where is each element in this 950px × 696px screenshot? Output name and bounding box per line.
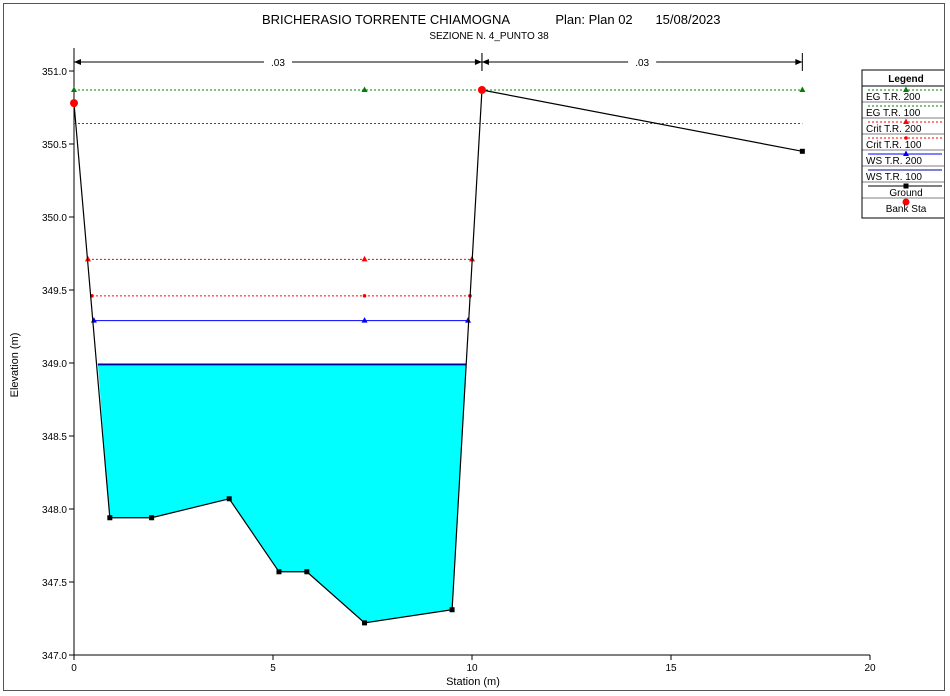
ground-point: [107, 515, 113, 521]
ground-point: [799, 148, 805, 154]
ground-point: [276, 569, 282, 575]
series-marker: [71, 86, 77, 92]
x-tick-label: 5: [270, 663, 276, 674]
series-marker: [361, 255, 368, 262]
y-tick-label: 348.5: [42, 432, 67, 443]
series-marker: [362, 294, 367, 298]
legend-swatch-marker: [903, 183, 909, 189]
legend-swatch-marker: [903, 86, 909, 92]
chart-subtitle: SEZIONE N. 4_PUNTO 38: [429, 31, 549, 42]
x-axis-label: Station (m): [446, 676, 500, 688]
series-marker: [465, 317, 472, 323]
legend-label: Crit T.R. 200: [866, 124, 922, 135]
x-tick-label: 15: [665, 663, 677, 674]
legend-label: EG T.R. 200: [866, 92, 921, 103]
legend-swatch-marker: [903, 150, 909, 156]
legend: Legend EG T.R. 200 EG T.R. 100 Crit T.R. 20…: [861, 69, 944, 219]
ground-point: [362, 620, 368, 626]
legend-label: Bank Sta: [886, 204, 927, 215]
y-tick-label: 347.0: [42, 651, 67, 662]
manning-arrow: [474, 59, 482, 65]
x-tick-label: 0: [71, 663, 77, 674]
y-tick-label: 348.0: [42, 505, 67, 516]
legend-label: WS T.R. 100: [866, 172, 922, 183]
y-tick-label: 349.0: [42, 359, 67, 370]
y-axis-label: Elevation (m): [9, 333, 21, 398]
y-tick-label: 350.0: [42, 213, 67, 224]
series-marker: [90, 317, 97, 323]
chart-plan: Plan: Plan 02: [555, 12, 632, 27]
bank-station-point: [70, 99, 78, 108]
y-tick-label: 347.5: [42, 578, 67, 589]
series-marker: [361, 86, 368, 92]
legend-title: Legend: [888, 74, 924, 85]
legend-box: [861, 69, 944, 219]
chart-date: 15/08/2023: [655, 12, 720, 27]
ground-point: [449, 607, 455, 613]
ground-point: [149, 515, 155, 521]
x-tick-label: 10: [466, 663, 478, 674]
x-tick-label: 20: [864, 663, 876, 674]
series-marker: [361, 317, 368, 323]
legend-label: Crit T.R. 100: [866, 140, 922, 151]
ground-point: [304, 569, 310, 575]
series-marker: [799, 86, 806, 92]
plot-area: 0 5 10 15 20 347.0 347.5 348.0 348.5 349.0 349.5 35…: [42, 48, 876, 674]
water-fill: [97, 364, 467, 623]
cross-section-chart: BRICHERASIO TORRENTE CHIAMOGNA Plan: Pla…: [9, 12, 944, 688]
manning-label: .03: [271, 58, 285, 69]
legend-label: Ground: [889, 188, 922, 199]
manning-arrow: [74, 59, 81, 65]
legend-swatch-marker: [903, 118, 909, 124]
legend-label: EG T.R. 100: [866, 108, 921, 119]
chart-frame: BRICHERASIO TORRENTE CHIAMOGNA Plan: Pla…: [3, 3, 945, 691]
y-tick-label: 350.5: [42, 140, 67, 151]
y-tick-label: 351.0: [42, 67, 67, 78]
legend-swatch-marker: [902, 198, 910, 206]
manning-arrow: [481, 59, 489, 65]
ground-point: [226, 496, 232, 502]
y-tick-label: 349.5: [42, 286, 67, 297]
bank-station-point: [477, 85, 486, 94]
manning-arrow: [795, 59, 803, 65]
legend-label: WS T.R. 200: [866, 156, 922, 167]
chart-title: BRICHERASIO TORRENTE CHIAMOGNA: [262, 12, 510, 27]
ground-line: [73, 89, 803, 624]
manning-label: .03: [635, 58, 649, 69]
legend-swatch-marker: [904, 136, 908, 140]
